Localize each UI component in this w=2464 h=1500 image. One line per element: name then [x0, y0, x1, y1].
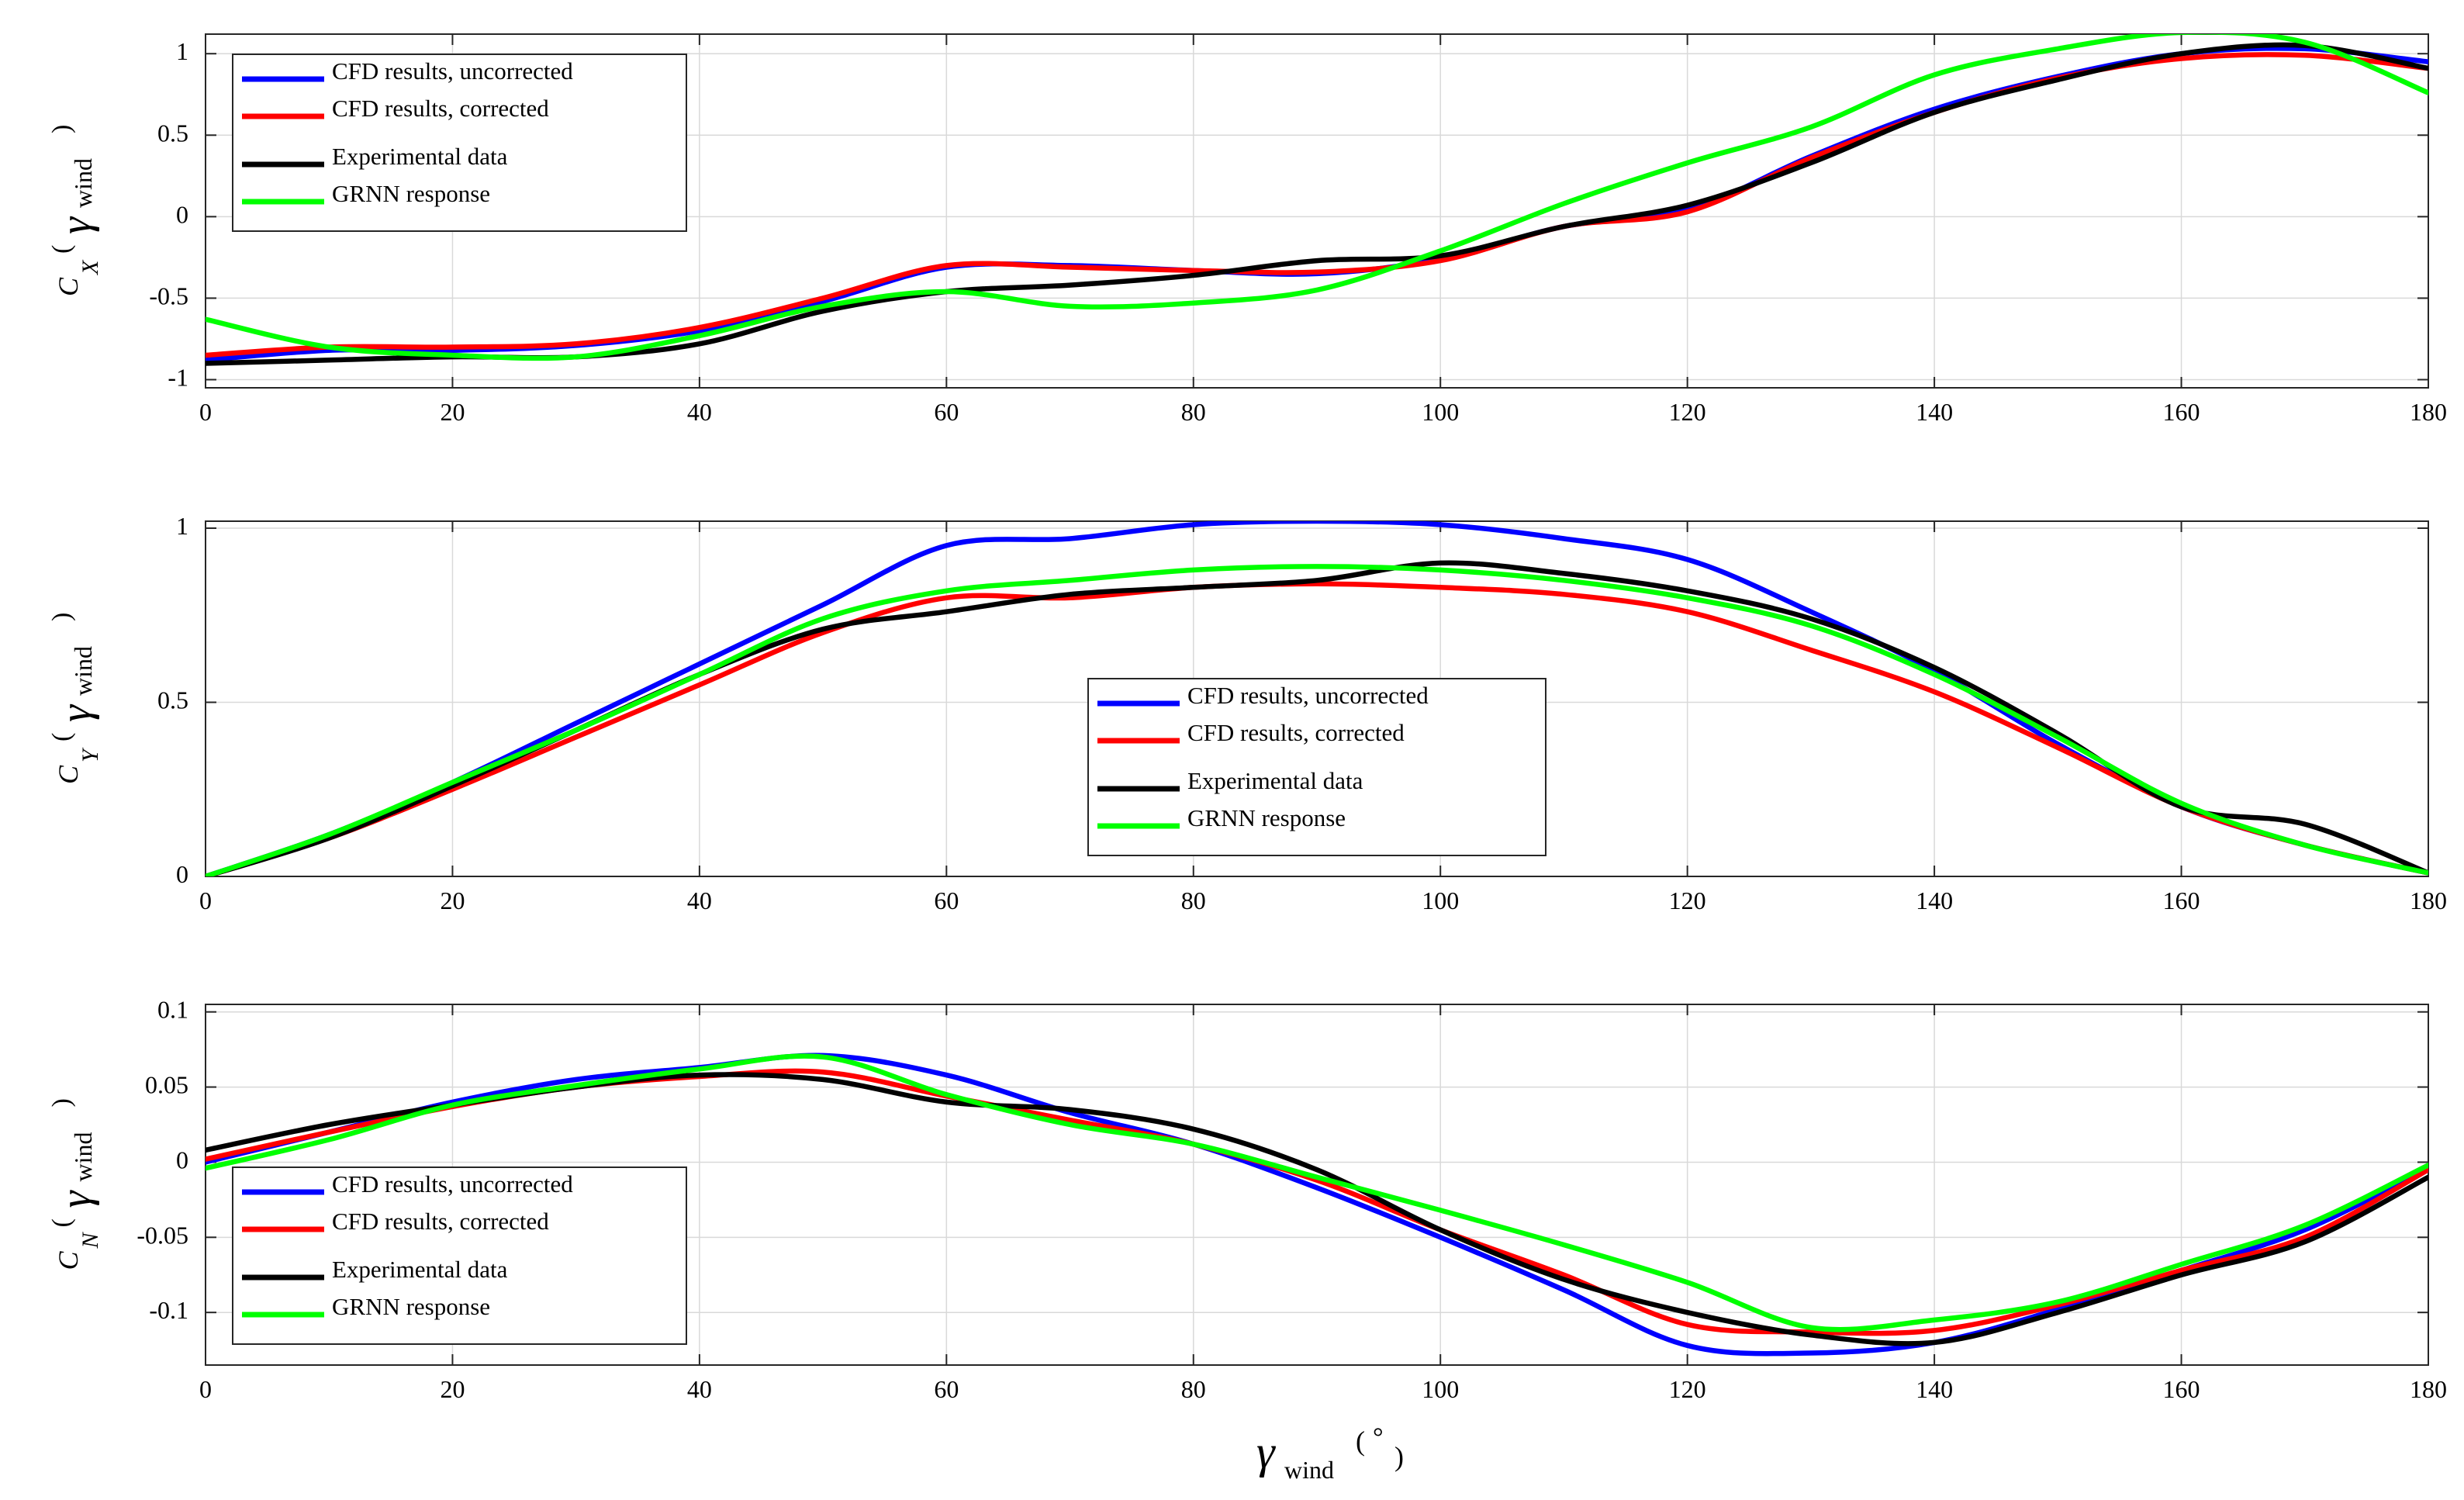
x-tick-label: 160 — [2163, 1375, 2200, 1403]
y-tick-label: -0.05 — [137, 1221, 188, 1249]
legend-label: CFD results, corrected — [1187, 719, 1405, 746]
y-tick-label: 0 — [176, 200, 188, 228]
legend: CFD results, uncorrected CFD results, cor… — [232, 1166, 687, 1345]
x-axis-label-gamma: γ — [1256, 1426, 1276, 1478]
legend: CFD results, uncorrected CFD results, cor… — [232, 54, 687, 232]
y-tick-label: 0 — [176, 1146, 188, 1173]
legend-label: Experimental data — [1187, 767, 1363, 794]
legend-label: CFD results, corrected — [332, 95, 549, 122]
y-axis-label-sub: X — [78, 259, 103, 275]
x-tick-label: 160 — [2163, 398, 2200, 426]
legend-label: GRNN response — [332, 180, 490, 207]
x-tick-label: 100 — [1422, 887, 1459, 914]
series-line-grnn-response — [206, 1053, 2428, 1332]
legend-label: CFD results, uncorrected — [332, 1170, 573, 1198]
x-tick-label: 180 — [2410, 398, 2447, 426]
legend-label: CFD results, corrected — [332, 1208, 549, 1235]
y-axis-label-open: ( — [47, 245, 76, 254]
legend: CFD results, uncorrected CFD results, cor… — [1087, 678, 1546, 856]
y-axis-label-close: ) — [47, 125, 76, 133]
x-tick-label: 140 — [1916, 1375, 1953, 1403]
y-axis-label: CN( γ wind) — [47, 1098, 103, 1270]
y-axis-label-wind: wind — [69, 1132, 97, 1182]
x-tick-label: 140 — [1916, 398, 1953, 426]
series-line-grnn-response — [206, 34, 2428, 361]
x-tick-label: 60 — [934, 887, 959, 914]
legend-label: CFD results, uncorrected — [1187, 682, 1429, 709]
y-tick-label: -1 — [168, 363, 188, 391]
series-line-grnn-response — [206, 564, 2428, 876]
legend-label: GRNN response — [1187, 804, 1346, 831]
x-tick-label: 20 — [440, 398, 465, 426]
x-axis-label-wind: wind — [1284, 1456, 1334, 1484]
x-tick-label: 0 — [199, 887, 212, 914]
x-tick-label: 80 — [1181, 398, 1206, 426]
x-tick-label: 180 — [2410, 887, 2447, 914]
y-axis-label-coef: C — [53, 765, 84, 784]
x-tick-label: 160 — [2163, 887, 2200, 914]
x-tick-label: 120 — [1669, 887, 1706, 914]
y-tick-label: 0.05 — [145, 1071, 188, 1099]
chart-panel-middle: 0 20 40 60 80 100 120 140 160 180 0 0.5 1 CY( γ wind) CF… — [47, 512, 2447, 914]
series-line-cfd-results-uncorrected — [206, 1052, 2428, 1357]
series-line-cfd-results-uncorrected — [206, 521, 2428, 876]
x-axis-label: γ wind ( °) — [1256, 1423, 1404, 1484]
x-tick-label: 80 — [1181, 1375, 1206, 1403]
axes-box — [205, 33, 2429, 389]
series-line-cfd-results-corrected — [206, 581, 2428, 876]
y-axis-label-sub: Y — [78, 747, 103, 762]
y-axis-label-open: ( — [47, 1218, 76, 1227]
x-tick-label: 140 — [1916, 887, 1953, 914]
legend-label: Experimental data — [332, 143, 508, 170]
x-tick-label: 40 — [687, 1375, 712, 1403]
legend-label: GRNN response — [332, 1293, 490, 1320]
x-tick-label: 0 — [199, 1375, 212, 1403]
x-tick-label: 80 — [1181, 887, 1206, 914]
y-axis-label-close: ) — [47, 613, 76, 621]
y-axis-label-wind: wind — [69, 158, 97, 208]
x-tick-label: 20 — [440, 887, 465, 914]
x-tick-label: 60 — [934, 398, 959, 426]
x-axis-label-open: ( — [1356, 1426, 1365, 1457]
x-tick-label: 40 — [687, 887, 712, 914]
legend-label: CFD results, uncorrected — [332, 57, 573, 85]
y-axis-label-coef: C — [53, 277, 84, 296]
y-axis-label-gamma: γ — [52, 1190, 100, 1208]
y-tick-label: 0.5 — [157, 119, 188, 147]
y-axis-label: CY( γ wind) — [47, 613, 103, 784]
y-axis-label-gamma: γ — [52, 703, 100, 722]
y-axis-label: CX( γ wind) — [47, 125, 103, 296]
y-tick-label: 0.5 — [157, 686, 188, 714]
x-tick-label: 20 — [440, 1375, 465, 1403]
y-axis-label-coef: C — [53, 1251, 84, 1270]
y-tick-label: -0.1 — [149, 1296, 188, 1324]
x-tick-label: 60 — [934, 1375, 959, 1403]
axes-box — [205, 1004, 2429, 1366]
x-tick-label: 120 — [1669, 398, 1706, 426]
x-axis-label-degree: ° — [1373, 1423, 1384, 1452]
x-tick-label: 100 — [1422, 1375, 1459, 1403]
chart-panel-bottom: 0 20 40 60 80 100 120 140 160 180 -0.1 -0.05 0 0.05 0.… — [47, 996, 2447, 1484]
x-axis-label-close: ) — [1394, 1441, 1404, 1472]
y-axis-label-open: ( — [47, 733, 76, 741]
x-tick-label: 100 — [1422, 398, 1459, 426]
y-tick-label: 0 — [176, 860, 188, 888]
y-tick-label: -0.5 — [149, 282, 188, 309]
chart-panel-top: 0 20 40 60 80 100 120 140 160 180 -1 -0.5 0 0.5 1 CX( γw… — [47, 33, 2447, 426]
x-tick-label: 120 — [1669, 1375, 1706, 1403]
legend-label: Experimental data — [332, 1256, 508, 1283]
y-axis-label-sub: N — [78, 1232, 103, 1249]
y-tick-label: 1 — [176, 37, 188, 65]
y-axis-label-close: ) — [47, 1098, 76, 1107]
y-axis-label-wind: wind — [69, 646, 97, 696]
x-tick-label: 0 — [199, 398, 212, 426]
y-tick-label: 0.1 — [157, 996, 188, 1024]
x-tick-label: 40 — [687, 398, 712, 426]
x-tick-label: 180 — [2410, 1375, 2447, 1403]
y-axis-label-gamma: γ — [52, 216, 100, 234]
y-tick-label: 1 — [176, 512, 188, 540]
